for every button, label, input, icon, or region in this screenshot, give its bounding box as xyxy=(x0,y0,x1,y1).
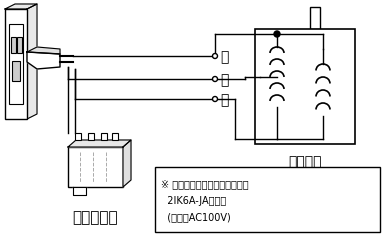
Bar xyxy=(11,38,16,54)
Bar xyxy=(255,30,355,144)
Bar xyxy=(9,25,23,104)
Text: 黒: 黒 xyxy=(220,50,229,64)
Polygon shape xyxy=(68,140,131,147)
Text: 赤: 赤 xyxy=(220,73,229,87)
Polygon shape xyxy=(5,5,37,10)
Text: コンデンサ: コンデンサ xyxy=(72,209,118,224)
Bar xyxy=(88,134,94,140)
Bar xyxy=(5,10,27,120)
Bar xyxy=(101,134,107,140)
Polygon shape xyxy=(27,53,60,70)
Circle shape xyxy=(274,32,280,38)
Bar xyxy=(155,167,380,232)
Circle shape xyxy=(213,97,217,102)
Text: 2IK6A-JAの場合: 2IK6A-JAの場合 xyxy=(161,195,226,205)
Bar xyxy=(17,38,22,54)
Polygon shape xyxy=(123,140,131,187)
Bar xyxy=(68,148,123,187)
Text: モーター: モーター xyxy=(288,154,322,168)
Polygon shape xyxy=(27,48,60,55)
Bar xyxy=(112,134,118,140)
Bar xyxy=(75,134,81,140)
Text: ※ 単相インダクションモーター: ※ 単相インダクションモーター xyxy=(161,178,249,188)
Text: (電圧：AC100V): (電圧：AC100V) xyxy=(161,211,231,221)
Polygon shape xyxy=(73,187,86,195)
Polygon shape xyxy=(27,5,37,119)
Circle shape xyxy=(213,77,217,82)
Text: 白: 白 xyxy=(220,93,229,106)
Bar xyxy=(12,62,20,82)
Bar xyxy=(310,8,320,30)
Circle shape xyxy=(213,54,217,59)
